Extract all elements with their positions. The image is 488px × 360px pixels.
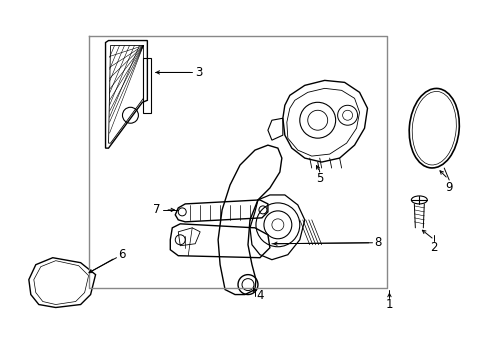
Text: 2: 2 [429, 241, 437, 254]
Text: 7: 7 [153, 203, 160, 216]
Text: 9: 9 [445, 181, 452, 194]
Text: 6: 6 [118, 248, 126, 261]
Text: 5: 5 [315, 171, 323, 185]
Text: 4: 4 [256, 289, 263, 302]
Text: 8: 8 [374, 236, 381, 249]
Bar [143, 58, 151, 113]
Text: 3: 3 [195, 66, 202, 79]
Text: 1: 1 [385, 298, 392, 311]
